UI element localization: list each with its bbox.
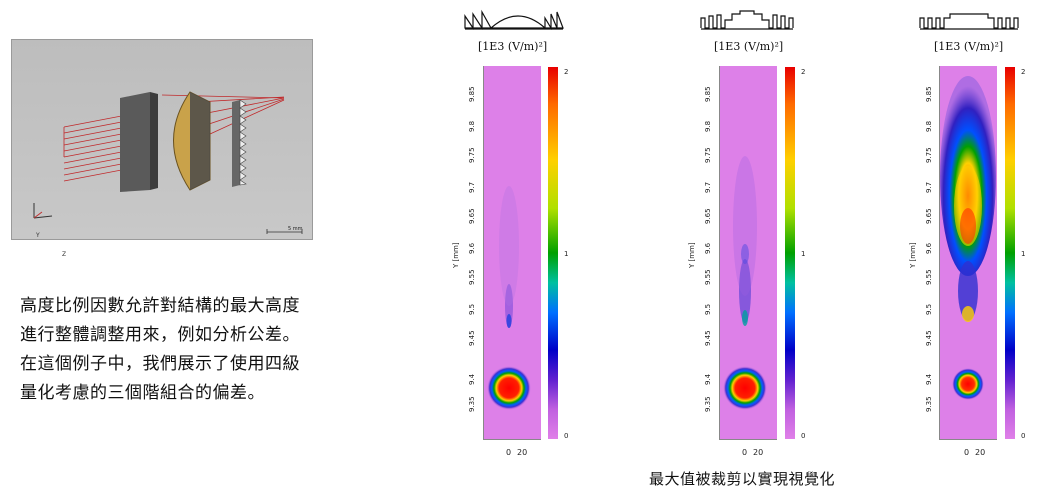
y-tick: 9.7 — [468, 181, 476, 193]
colorbar-tick: 1 — [801, 250, 806, 258]
y-tick: 9.75 — [925, 147, 933, 163]
colorbar-tick: 1 — [564, 250, 569, 258]
y-tick: 9.85 — [468, 86, 476, 102]
y-tick: 9.7 — [704, 181, 712, 193]
colorbar-tick: 1 — [1021, 250, 1026, 258]
colorbar-tick: 2 — [564, 68, 569, 76]
field-plot — [483, 66, 541, 440]
unit-label: [1E3 (V/m)²] — [714, 40, 784, 53]
profile-icon-continuous — [464, 9, 564, 31]
y-tick: 9.4 — [925, 373, 933, 385]
field-plot — [719, 66, 777, 440]
y-tick: 9.6 — [704, 242, 712, 254]
y-tick: 9.5 — [925, 303, 933, 315]
y-tick: 9.85 — [925, 86, 933, 102]
y-tick: 9.45 — [468, 330, 476, 346]
colorbar-tick: 0 — [1021, 432, 1026, 440]
colorbar — [1005, 67, 1015, 439]
y-tick: 9.6 — [925, 242, 933, 254]
y-tick: 9.4 — [468, 373, 476, 385]
field-plot — [939, 66, 997, 440]
y-tick: 9.45 — [704, 330, 712, 346]
y-tick: 9.35 — [468, 396, 476, 412]
y-axis-title: Y [mm] — [452, 242, 460, 268]
caption: 最大值被裁剪以實現視覺化 — [649, 470, 836, 488]
colorbar-tick: 0 — [564, 432, 569, 440]
x-tick: 20 — [975, 448, 986, 457]
y-tick: 9.6 — [468, 242, 476, 254]
y-tick: 9.5 — [468, 303, 476, 315]
colorbar — [785, 67, 795, 439]
optical-layout-drawing — [33, 91, 303, 234]
colorbar — [548, 67, 558, 439]
y-tick: 9.7 — [925, 181, 933, 193]
y-tick: 9.8 — [704, 120, 712, 132]
profile-icon-multilevel — [700, 10, 794, 30]
profile-icon-binary — [919, 13, 1019, 30]
x-tick: 20 — [517, 448, 528, 457]
y-tick: 9.75 — [704, 147, 712, 163]
axis-z-label: Z — [62, 251, 67, 258]
y-tick: 9.55 — [704, 269, 712, 285]
y-tick: 9.4 — [704, 373, 712, 385]
field-panel-3: [1E3 (V/m)²] Y [mm] 9.85 9.8 9.75 9.7 9.… — [898, 0, 1043, 470]
x-tick: 0 — [742, 448, 748, 457]
y-tick: 9.8 — [468, 120, 476, 132]
colorbar-tick: 2 — [1021, 68, 1026, 76]
x-tick: 0 — [964, 448, 970, 457]
scale-bar-label: 5 mm — [288, 226, 303, 232]
unit-label: [1E3 (V/m)²] — [478, 40, 548, 53]
x-tick: 0 — [506, 448, 512, 457]
y-tick: 9.65 — [468, 208, 476, 224]
y-tick: 9.85 — [704, 86, 712, 102]
y-tick: 9.35 — [925, 396, 933, 412]
field-panel-2: [1E3 (V/m)²] Y [mm] 9.85 9.8 9.75 9.7 9.… — [676, 0, 876, 470]
unit-label: [1E3 (V/m)²] — [934, 40, 1004, 53]
axis-y-label: Y — [36, 232, 40, 239]
y-tick: 9.8 — [925, 120, 933, 132]
colorbar-tick: 2 — [801, 68, 806, 76]
colorbar-tick: 0 — [801, 432, 806, 440]
glass-plate — [120, 92, 150, 192]
y-tick: 9.65 — [704, 208, 712, 224]
y-axis-title: Y [mm] — [909, 242, 917, 268]
field-panel-1: [1E3 (V/m)²] Y [mm] 9.85 9.8 9.75 9.7 9.… — [440, 0, 640, 470]
diffractive-element — [232, 100, 240, 187]
y-tick: 9.65 — [925, 208, 933, 224]
y-tick: 9.75 — [468, 147, 476, 163]
y-tick: 9.55 — [468, 269, 476, 285]
x-tick: 20 — [753, 448, 764, 457]
y-tick: 9.35 — [704, 396, 712, 412]
description-text: 高度比例因數允許對結構的最大高度進行整體調整用來，例如分析公差。在這個例子中，我… — [20, 296, 300, 403]
y-axis-title: Y [mm] — [688, 242, 696, 268]
y-tick: 9.55 — [925, 269, 933, 285]
y-tick: 9.45 — [925, 330, 933, 346]
y-tick: 9.5 — [704, 303, 712, 315]
optical-system-view: 5 mm Y Z — [11, 39, 313, 258]
